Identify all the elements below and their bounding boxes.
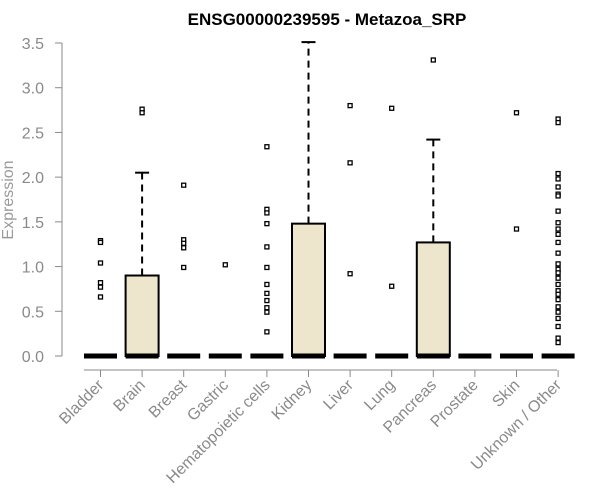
outlier-point: [181, 245, 187, 251]
outlier-point: [555, 208, 561, 214]
outlier-point: [555, 176, 561, 182]
outlier-point: [222, 262, 228, 268]
outlier-point: [264, 297, 270, 304]
outlier-point: [264, 264, 270, 271]
outlier-point: [555, 270, 561, 276]
outlier-point: [555, 309, 561, 315]
outlier-point: [264, 290, 270, 297]
x-tick-label: Bladder: [56, 376, 107, 427]
outlier-point: [97, 294, 104, 300]
outlier-point: [97, 260, 104, 266]
outlier-point: [555, 275, 561, 281]
outlier-point: [347, 102, 353, 109]
outlier-point: [264, 144, 270, 150]
outlier-point: [555, 281, 561, 288]
outlier-point: [555, 297, 561, 303]
x-tick-label: Kidney: [269, 377, 316, 424]
outlier-point: [555, 261, 561, 267]
outlier-point: [555, 323, 561, 330]
box-body: [415, 241, 451, 358]
outlier-point: [555, 339, 561, 346]
x-tick-label: Breast: [146, 376, 191, 421]
y-tick-label: 2.0: [22, 170, 44, 187]
y-tick-label: 0.5: [22, 304, 44, 321]
x-tick-label: Skin: [489, 377, 523, 411]
y-tick-label: 1.5: [22, 215, 44, 232]
outlier-point: [264, 329, 270, 335]
outlier-point: [264, 309, 270, 315]
y-axis-ticks: 0.0 0.5 1.0 1.5 2.0 2.5 3.0 3.5: [22, 36, 62, 366]
y-axis-label: Expression: [0, 160, 17, 239]
outlier-point: [97, 239, 104, 246]
outlier-point: [513, 110, 520, 116]
outlier-point: [555, 335, 561, 341]
outlier-point: [139, 110, 145, 116]
outlier-point: [555, 231, 561, 238]
outlier-point: [555, 250, 561, 256]
outlier-point: [389, 105, 395, 111]
outlier-point: [389, 283, 395, 289]
outlier-point: [555, 304, 561, 310]
y-tick-label: 1.0: [22, 260, 44, 277]
outlier-point: [181, 240, 187, 246]
outlier-point: [555, 119, 561, 126]
box-series: [84, 41, 575, 359]
outlier-point: [264, 220, 270, 227]
outlier-point: [181, 264, 187, 271]
outlier-point: [264, 244, 270, 250]
outlier-point: [555, 226, 561, 232]
chart-title: ENSG00000239595 - Metazoa_SRP: [188, 10, 467, 29]
y-tick-label: 0.0: [22, 349, 44, 366]
outlier-point: [555, 193, 561, 199]
y-tick-label: 3.5: [22, 36, 44, 53]
x-tick-label: Lung: [361, 377, 398, 414]
outlier-point: [430, 57, 436, 63]
outlier-point: [264, 305, 270, 311]
outlier-point: [97, 284, 104, 290]
outlier-point: [347, 160, 353, 166]
outlier-point: [555, 291, 561, 297]
outlier-point: [264, 281, 270, 288]
outlier-point: [347, 271, 353, 277]
box-body: [291, 222, 326, 357]
outlier-point: [555, 239, 561, 246]
x-tick-label: Liver: [320, 376, 357, 413]
outlier-point: [555, 170, 561, 177]
box-body: [124, 274, 160, 357]
outlier-point: [97, 280, 104, 286]
outlier-point: [555, 184, 561, 190]
outlier-point: [264, 210, 270, 216]
x-tick-label: Brain: [110, 377, 148, 415]
outlier-point: [513, 226, 520, 232]
outlier-point: [181, 182, 187, 188]
y-tick-label: 3.0: [22, 81, 44, 98]
outlier-point: [555, 220, 561, 226]
y-tick-label: 2.5: [22, 125, 44, 142]
outlier-point: [555, 315, 561, 322]
